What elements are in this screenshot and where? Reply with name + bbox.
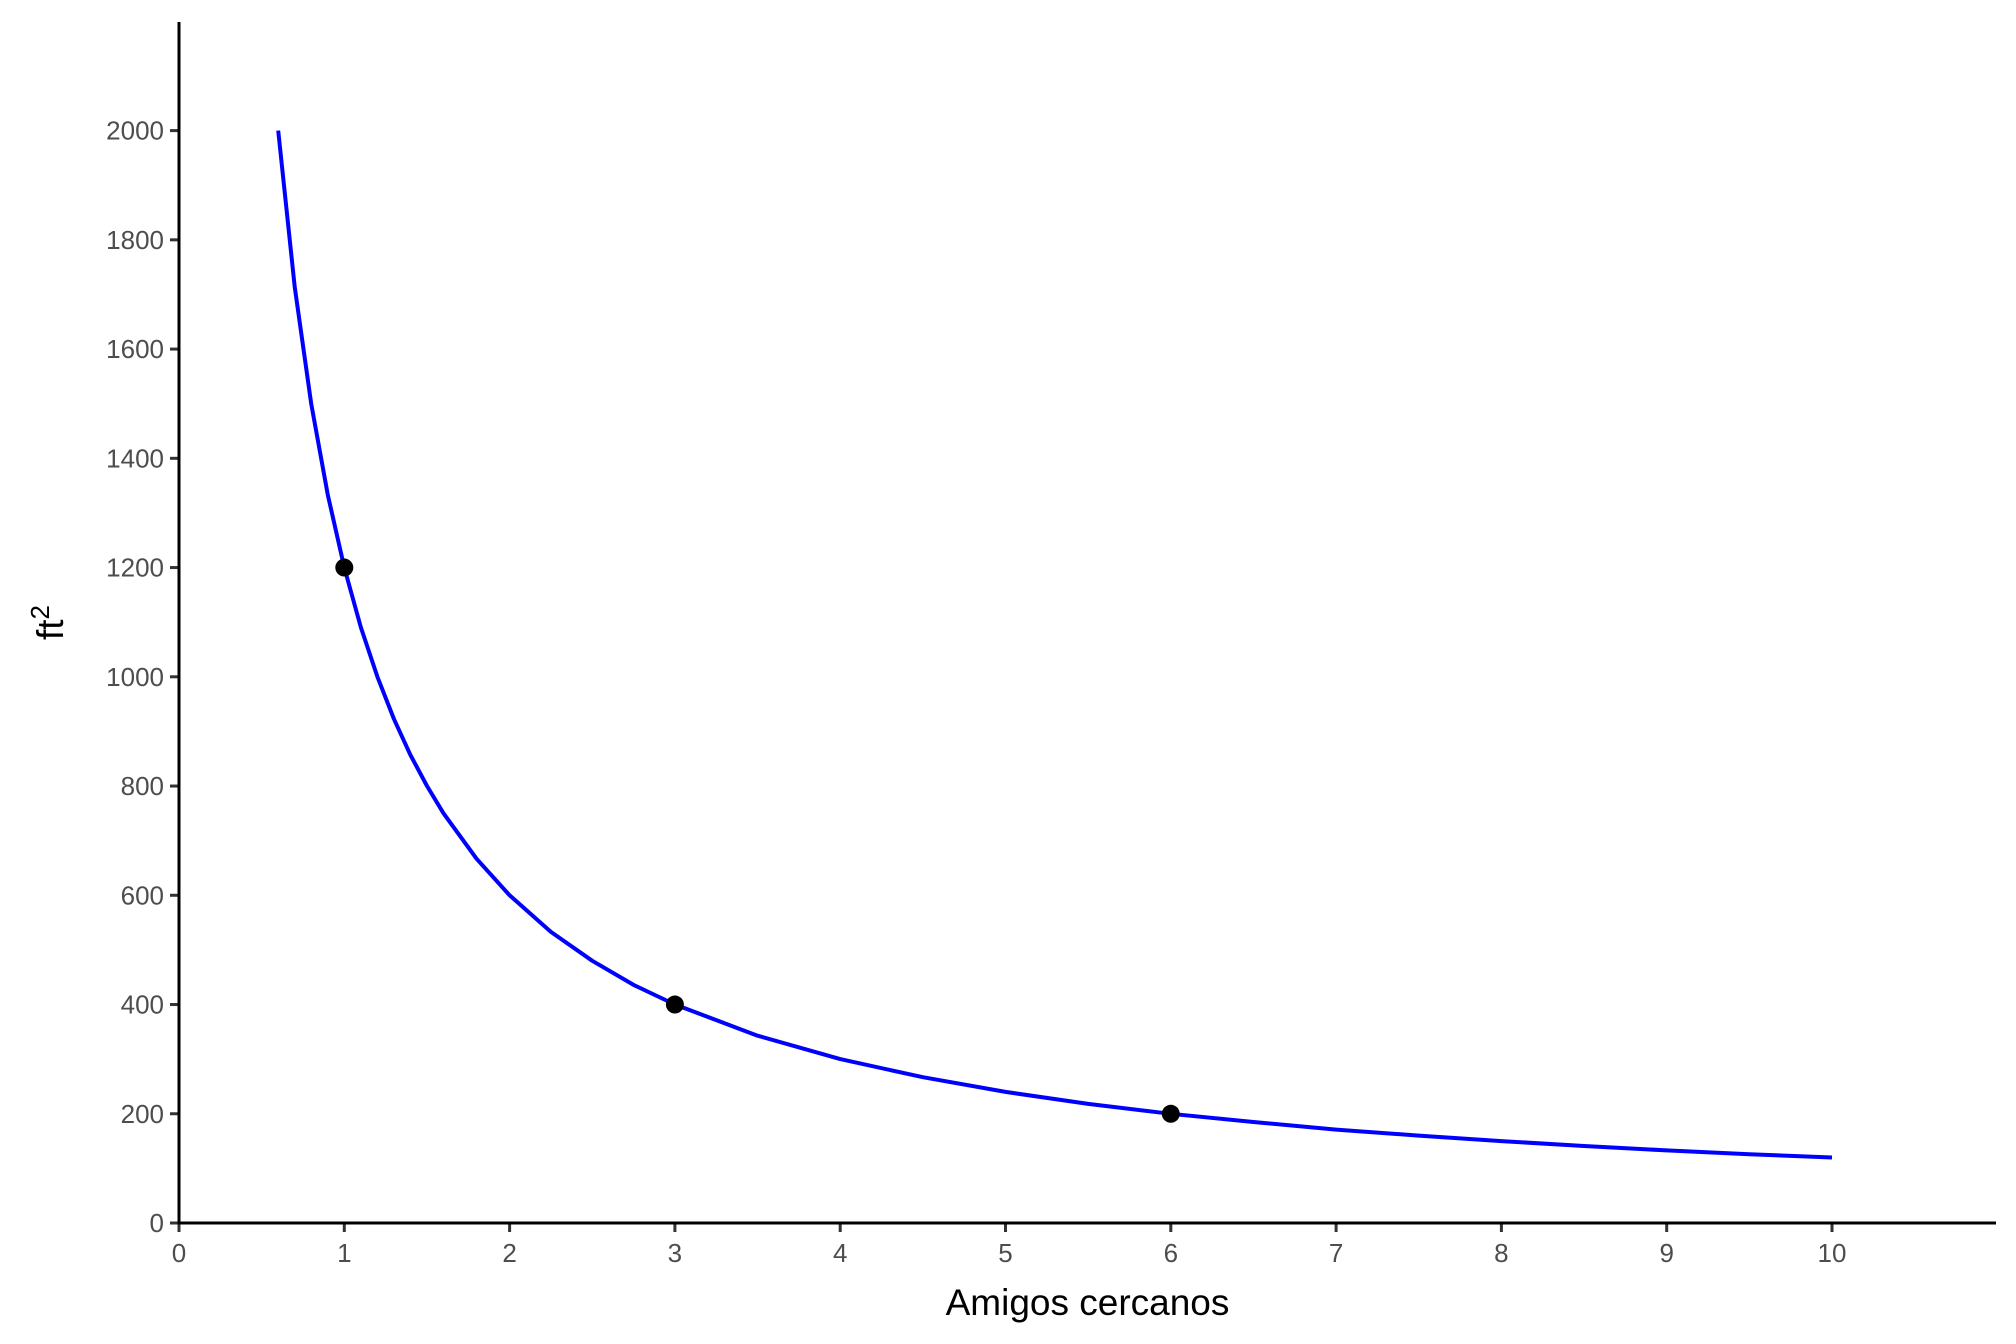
y-tick-label: 800 bbox=[121, 771, 164, 801]
y-tick-label: 2000 bbox=[106, 116, 164, 146]
data-point bbox=[1161, 1104, 1180, 1123]
y-tick-label: 1200 bbox=[106, 553, 164, 583]
y-axis-title-base: ft bbox=[30, 619, 71, 640]
x-axis-title: Amigos cercanos bbox=[946, 1282, 1230, 1323]
x-tick-label: 10 bbox=[1818, 1238, 1847, 1268]
y-tick-label: 0 bbox=[150, 1208, 164, 1238]
x-tick-label: 5 bbox=[998, 1238, 1012, 1268]
y-tick-label: 600 bbox=[121, 880, 164, 910]
data-point bbox=[335, 558, 354, 577]
y-tick-label: 1400 bbox=[106, 443, 164, 473]
y-axis-ticks: 0 200 400 600 800 1000 1200 1400 1600 1800 2000 bbox=[106, 116, 179, 1238]
y-tick-label: 1800 bbox=[106, 225, 164, 255]
x-tick-label: 2 bbox=[502, 1238, 516, 1268]
x-tick-label: 1 bbox=[337, 1238, 351, 1268]
curve-line bbox=[276, 130, 1833, 1160]
plot-series bbox=[276, 130, 1833, 1160]
y-tick-label: 200 bbox=[121, 1099, 164, 1129]
x-tick-label: 9 bbox=[1659, 1238, 1673, 1268]
x-tick-label: 8 bbox=[1494, 1238, 1508, 1268]
y-axis-title: ft2 bbox=[25, 605, 71, 640]
x-tick-label: 3 bbox=[668, 1238, 682, 1268]
x-tick-label: 4 bbox=[833, 1238, 847, 1268]
y-tick-label: 1000 bbox=[106, 662, 164, 692]
y-tick-label: 1600 bbox=[106, 334, 164, 364]
y-tick-label: 400 bbox=[121, 990, 164, 1020]
x-axis-ticks: 0 1 2 3 4 5 6 7 8 9 10 bbox=[172, 1223, 1847, 1268]
x-tick-label: 6 bbox=[1164, 1238, 1178, 1268]
x-tick-label: 0 bbox=[172, 1238, 186, 1268]
data-point bbox=[665, 995, 684, 1014]
y-axis-title-superscript: 2 bbox=[25, 605, 55, 619]
x-tick-label: 7 bbox=[1329, 1238, 1343, 1268]
